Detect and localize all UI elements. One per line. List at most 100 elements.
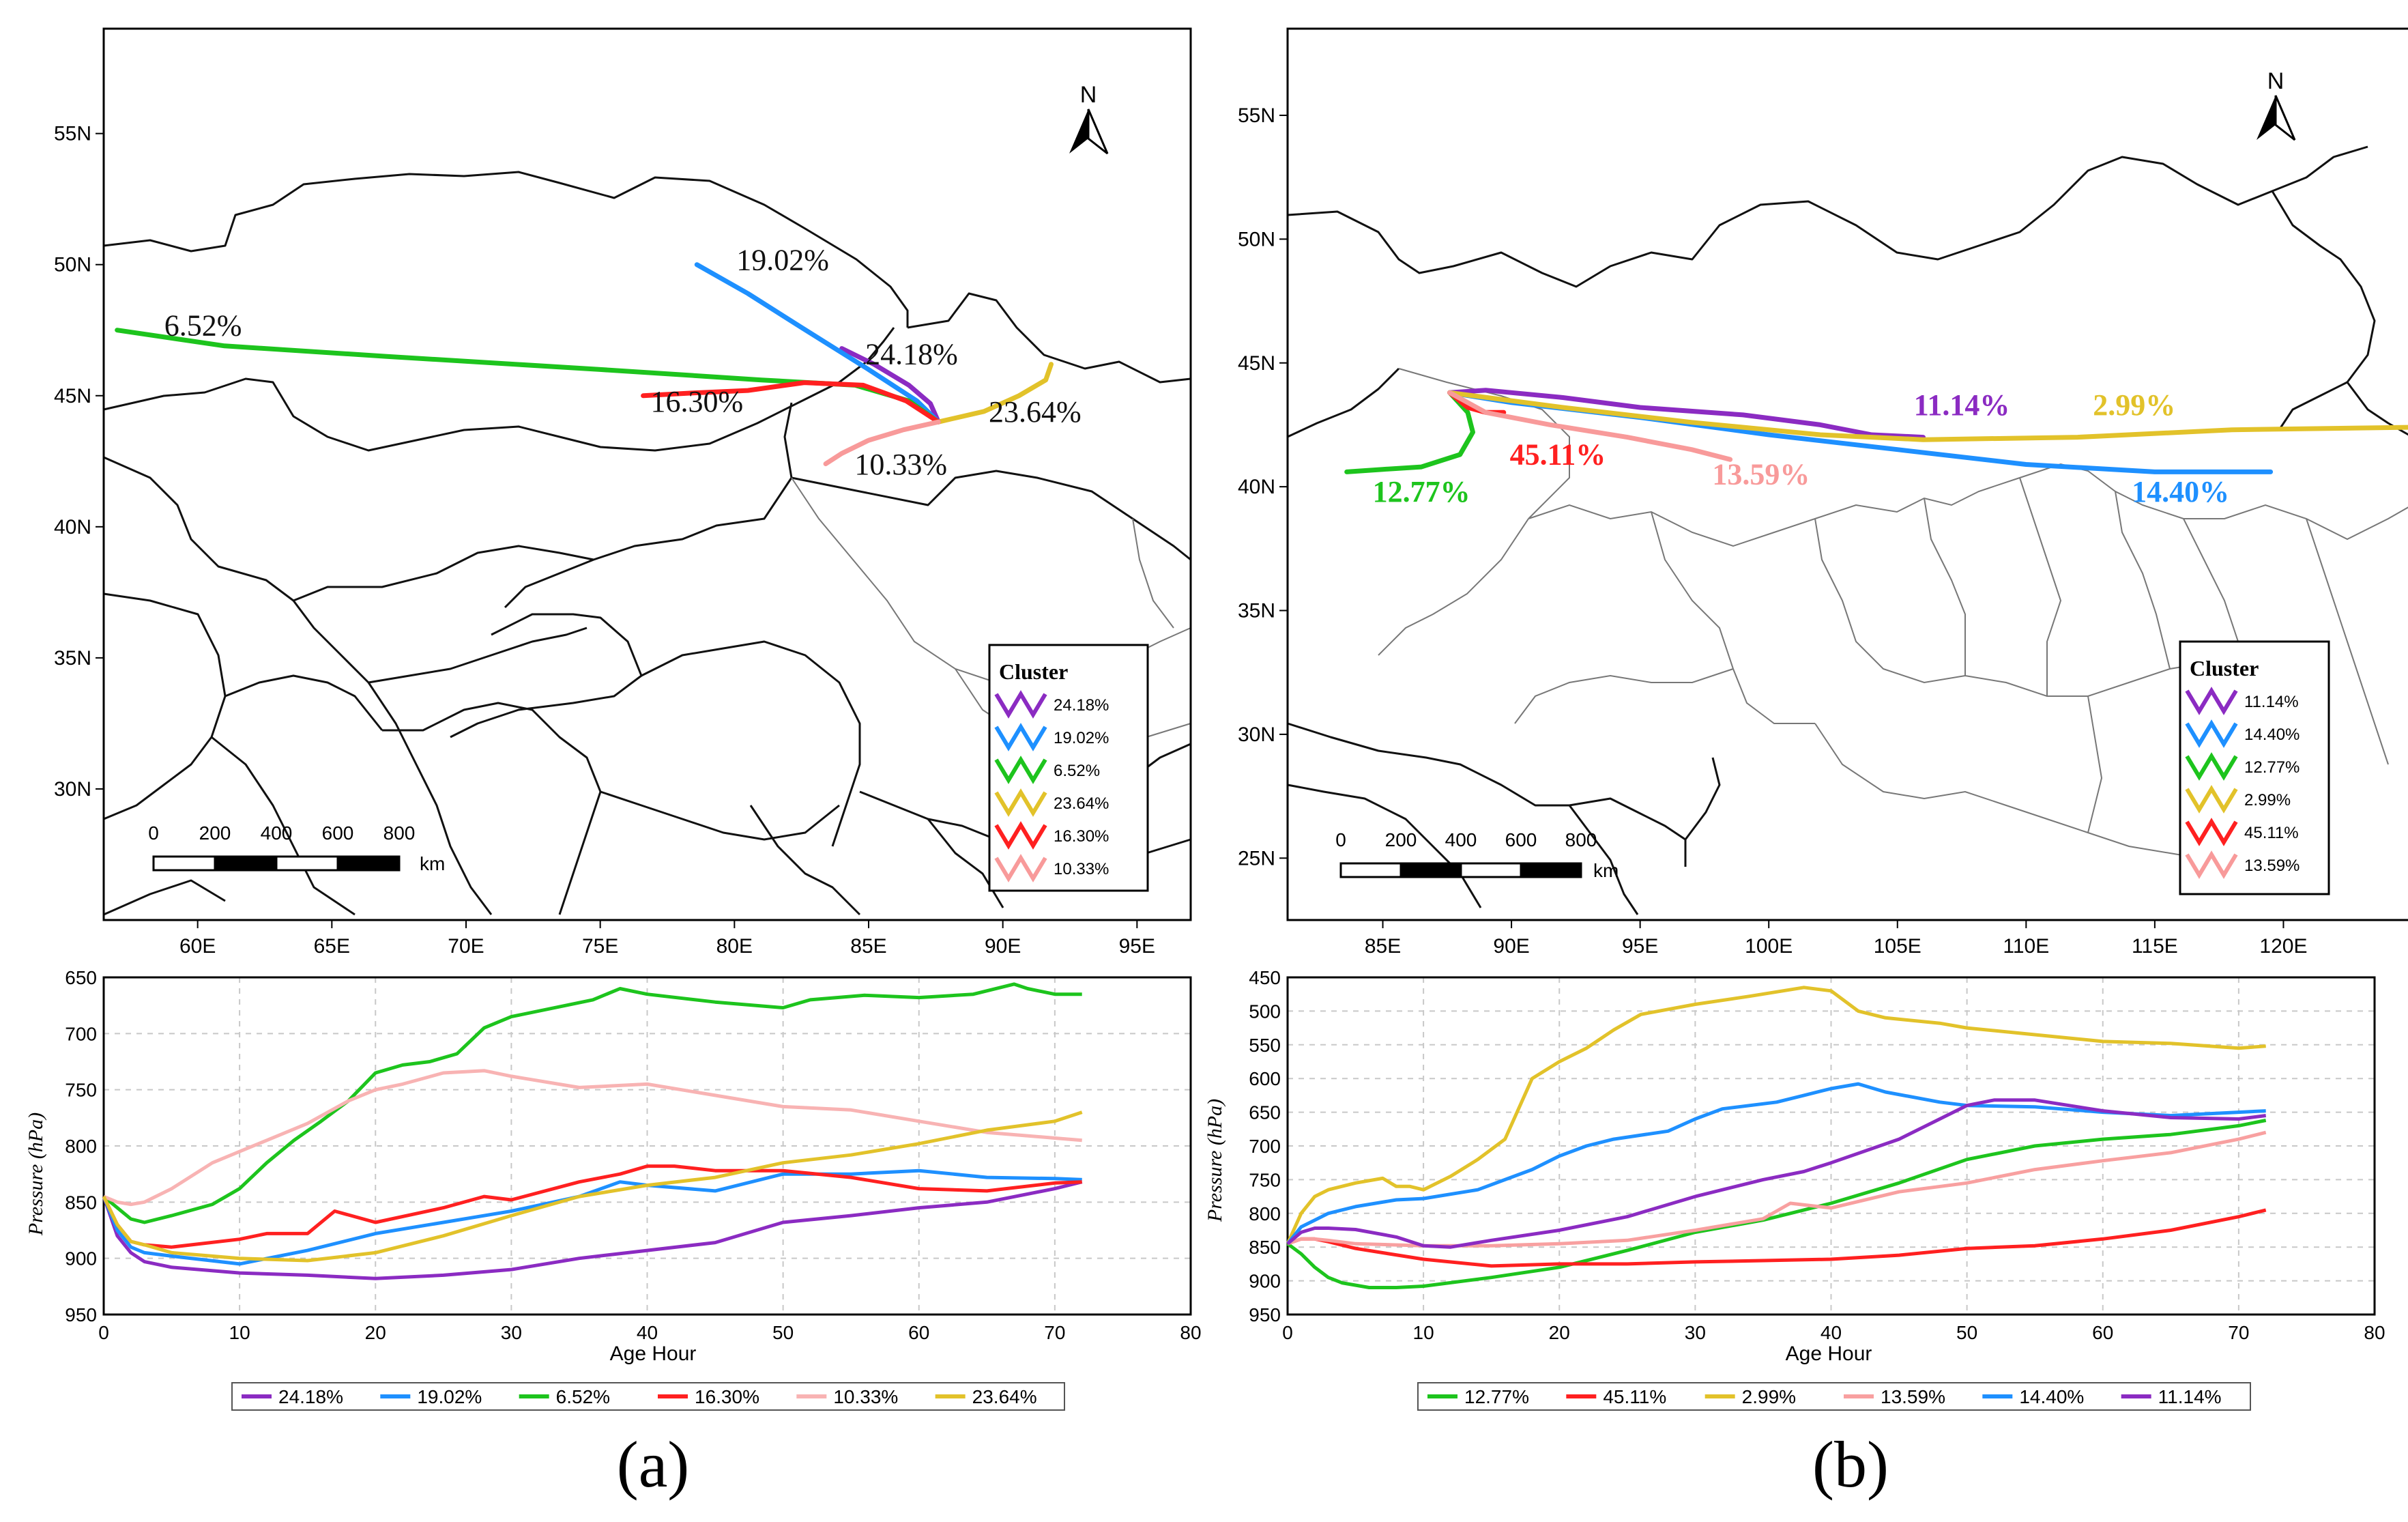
x-tick-label: 40 [1820,1322,1842,1343]
lon-tick-label: 85E [850,935,886,958]
pressure-line [102,1180,1083,1280]
pressure-line [1287,1130,2267,1248]
legend-swatch [2185,687,2238,715]
legend-label: 6.52% [556,1386,610,1407]
scale-tick-label: 600 [1505,829,1537,850]
trajectory-label: 19.02% [736,243,829,276]
trajectory-label: 14.40% [2132,475,2229,508]
scale-tick-label: 800 [1565,829,1597,850]
x-tick-label: 0 [1282,1322,1293,1343]
pressure-line [1286,1098,2267,1249]
y-tick-label: 850 [1249,1237,1281,1258]
trajectory-line [1447,390,1733,462]
trajectory-label: 45.11% [1510,437,1606,471]
scale-tick-label: 200 [1385,829,1417,850]
lat-tick-label: 35N [54,647,91,670]
pressure-chart-a: Pressure (hPa) 0 10 20 30 40 50 60 70 80 650 700 75… [25,967,1202,1411]
legend-label: 10.33% [833,1386,898,1407]
lat-tick-label: 50N [1238,228,1275,250]
pressure-line [102,1164,1082,1249]
svg-text:Cluster: Cluster [2190,656,2259,680]
scale-tick-label: 800 [383,822,416,844]
legend-swatch [994,788,1047,817]
x-tick-label: 80 [2364,1322,2385,1343]
trajectory-label: 11.14% [1914,388,2010,422]
y-axis-label: Pressure (hPa) [25,1112,47,1236]
svg-text:N: N [2267,68,2284,94]
x-tick-label: 10 [229,1322,250,1343]
pressure-line [1286,986,2266,1245]
y-tick-label: 600 [1249,1068,1281,1089]
map-b-legend: Cluster 11.14% 14.40% 12.77% 2.99% 45.11% 13.… [2179,640,2330,895]
y-tick-label: 950 [1249,1304,1281,1325]
pressure-line [102,982,1082,1224]
legend-label: 6.52% [1054,762,1100,780]
y-tick-label: 800 [1249,1203,1281,1224]
map-panel-a: 60E 65E 70E 75E 80E 85E 90E 95E 30N 35N 40N 45N 50N 5… [54,27,1192,958]
lon-tick-label: 85E [1365,935,1401,958]
y-tick-label: 500 [1249,1001,1281,1022]
legend-label: 19.02% [1054,729,1109,747]
pressure-chart-b: Pressure (hPa) 0 10 20 30 40 50 60 70 80 450 500 55… [1204,967,2385,1411]
panel-label-b: (b) [1812,1428,1889,1501]
legend-label: 14.40% [2244,726,2300,744]
legend-label: 23.64% [1054,794,1109,813]
svg-text:Cluster: Cluster [999,659,1068,684]
pressure-legend-a: 24.18% 19.02% 6.52% 16.30% 10.33% 23.64% [231,1382,1065,1411]
scale-bar: 0 200 400 600 800 km [1335,829,1619,881]
pressure-legend-b: 12.77% 45.11% 2.99% 13.59% 14.40% 11.14% [1417,1382,2251,1411]
legend-label: 11.14% [2244,693,2299,711]
pressure-line [102,1168,1082,1266]
x-axis-label: Age Hour [610,1342,697,1365]
x-axis-label: Age Hour [1786,1342,1872,1365]
lon-tick-label: 80E [716,935,753,958]
legend-swatch [2185,719,2238,748]
trajectory-label: 10.33% [854,448,947,481]
lon-tick-label: 95E [1119,935,1155,958]
legend-label: 13.59% [1881,1386,1945,1407]
y-tick-label: 850 [65,1192,97,1213]
lon-tick-label: 90E [985,935,1021,958]
y-tick-label: 700 [1249,1136,1281,1157]
y-axis-label: Pressure (hPa) [1204,1099,1226,1222]
scale-tick-label: 400 [1445,829,1477,850]
trajectory-label: 13.59% [1712,458,1810,491]
lon-tick-label: 120E [2259,935,2307,958]
x-tick-label: 80 [1180,1322,1201,1343]
trajectory-line [641,380,941,425]
trajectory-label: 6.52% [164,308,242,342]
x-tick-label: 30 [1685,1322,1706,1343]
legend-label: 11.14% [2158,1386,2222,1407]
x-tick-label: 40 [637,1322,658,1343]
y-tick-label: 750 [1249,1169,1281,1190]
legend-swatch [994,690,1047,719]
scale-tick-label: 600 [322,822,354,844]
y-tick-label: 550 [1249,1035,1281,1056]
trajectory-label: 24.18% [865,338,958,371]
scale-tick-label: 0 [148,822,159,844]
trajectory-line [1447,388,1926,440]
scale-tick-label: 0 [1335,829,1346,850]
legend-swatch [994,723,1047,751]
x-tick-label: 30 [501,1322,522,1343]
lat-tick-label: 50N [54,254,91,276]
y-tick-label: 700 [65,1023,97,1044]
map-b-country-borders [1287,145,2408,915]
x-tick-label: 70 [1044,1322,1065,1343]
scale-unit: km [420,853,445,874]
legend-label: 19.02% [417,1386,482,1407]
lon-tick-label: 75E [582,935,618,958]
legend-label: 13.59% [2244,857,2300,875]
lon-tick-label: 60E [179,935,216,958]
legend-swatch [994,854,1047,882]
pressure-line [102,1110,1083,1263]
lat-tick-label: 45N [54,385,91,407]
lat-tick-label: 40N [54,516,91,539]
legend-label: 2.99% [1742,1386,1796,1407]
legend-label: 12.77% [2244,758,2300,777]
trajectory-line [935,362,1054,425]
legend-swatch [2185,752,2238,781]
lat-tick-label: 30N [1238,723,1275,746]
lon-tick-label: 95E [1622,935,1658,958]
trajectory-label: 2.99% [2093,388,2175,422]
